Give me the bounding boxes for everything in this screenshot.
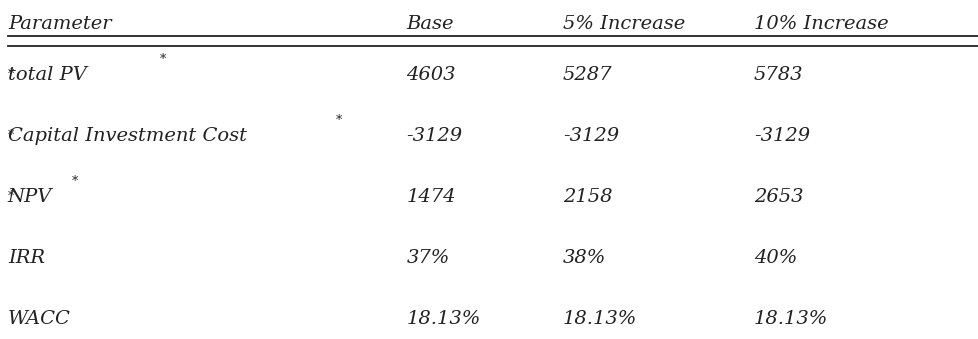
Text: 18.13%: 18.13% [406, 310, 480, 328]
Text: 5287: 5287 [562, 65, 612, 84]
Text: 40%: 40% [753, 248, 796, 267]
Text: *: * [71, 175, 77, 188]
Text: *: * [335, 114, 341, 127]
Text: 37%: 37% [406, 248, 449, 267]
Text: total PV: total PV [8, 65, 87, 84]
Text: 2653: 2653 [753, 187, 803, 206]
Text: -3129: -3129 [753, 126, 809, 145]
Text: IRR: IRR [8, 248, 45, 267]
Text: 18.13%: 18.13% [753, 310, 827, 328]
Text: *: * [8, 190, 14, 203]
Text: 4603: 4603 [406, 65, 456, 84]
Text: 5% Increase: 5% Increase [562, 15, 685, 33]
Text: *: * [8, 68, 14, 81]
Text: -3129: -3129 [406, 126, 462, 145]
Text: *: * [8, 129, 14, 142]
Text: -3129: -3129 [562, 126, 618, 145]
Text: 5783: 5783 [753, 65, 803, 84]
Text: 18.13%: 18.13% [562, 310, 637, 328]
Text: 2158: 2158 [562, 187, 612, 206]
Text: 38%: 38% [562, 248, 605, 267]
Text: 1474: 1474 [406, 187, 456, 206]
Text: Capital Investment Cost: Capital Investment Cost [8, 126, 246, 145]
Text: *: * [159, 53, 165, 66]
Text: WACC: WACC [8, 310, 70, 328]
Text: Parameter: Parameter [8, 15, 111, 33]
Text: 10% Increase: 10% Increase [753, 15, 888, 33]
Text: NPV: NPV [8, 187, 52, 206]
Text: Base: Base [406, 15, 454, 33]
